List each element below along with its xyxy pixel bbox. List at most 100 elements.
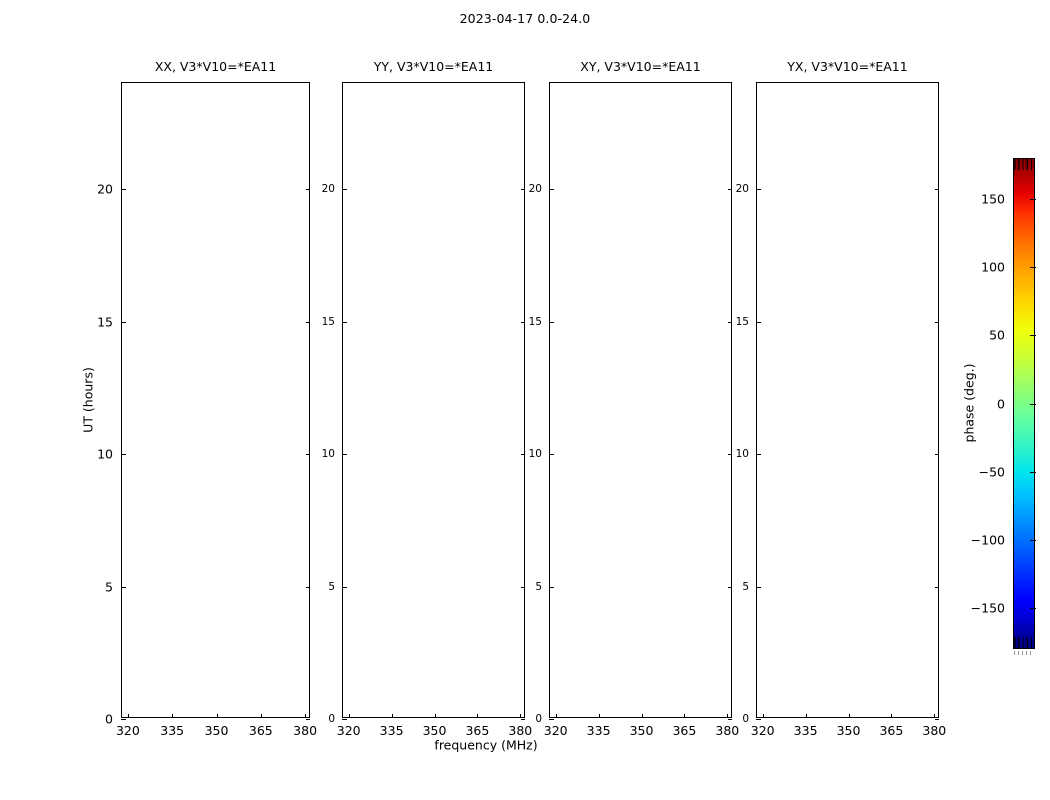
xtick-mark [598,714,600,718]
ytick-label: 20 [528,183,542,195]
xtick-label: 365 [248,723,273,738]
xtick-mark [891,714,893,718]
xtick-mark [127,714,129,718]
colorbar-tick-mark-inner [1029,267,1035,269]
xtick-label: 320 [750,723,775,738]
ytick-mark [756,454,761,455]
ytick-label: 10 [97,446,113,462]
ytick-mark [756,321,761,323]
ytick-mark [549,321,554,323]
xtick-mark [727,714,729,718]
xtick-label: 365 [672,723,697,738]
xtick-mark [762,714,764,718]
xtick-mark [172,714,174,718]
plot-panel-xx[interactable]: XX, V3*V10=*EA11 0 5 10 15 20 320 335 35… [97,59,317,738]
xtick-label: 335 [586,723,611,738]
xtick-mark [434,714,436,718]
ytick-mark [342,454,347,455]
ytick-mark [121,454,126,455]
ytick-label: 20 [321,183,335,195]
ytick-mark [549,719,554,720]
xtick-mark [391,714,393,718]
ytick-mark-right [520,321,525,323]
ytick-label: 15 [735,315,749,328]
ytick-mark-right [727,189,732,190]
ytick-label: 5 [328,580,335,593]
colorbar-tick-label: 50 [989,327,1005,343]
ytick-mark [342,321,347,323]
ytick-label: 5 [742,580,749,593]
xtick-mark [348,714,350,718]
ytick-mark-right [934,586,939,588]
ytick-mark-right [934,189,939,190]
ytick-mark-right [520,454,525,455]
colorbar-tick-mark-inner [1029,608,1035,610]
xtick-label: 365 [465,723,490,738]
colorbar[interactable]: 150 100 50 0 −50 −100 −150 [971,158,1036,649]
ytick-mark-right [727,454,732,455]
figure-suptitle: 2023-04-17 0.0-24.0 [459,11,591,26]
xtick-mark [805,714,807,718]
colorbar-tick-label: −100 [970,532,1005,548]
ytick-mark-right [520,586,525,588]
ytick-mark-right [727,586,732,588]
ytick-label: 20 [735,183,749,195]
ytick-mark [756,189,761,190]
colorbar-tick-label: −50 [978,464,1005,480]
xtick-label: 335 [160,723,185,738]
ytick-mark [756,586,761,588]
ytick-mark [342,189,347,190]
xtick-label: 320 [115,723,140,738]
xtick-label: 335 [379,723,404,738]
xtick-label: 380 [715,723,740,738]
xtick-mark [934,714,936,718]
panel-title-xy: XY, V3*V10=*EA11 [580,59,701,74]
ytick-mark [342,719,347,720]
colorbar-under-marks [1014,651,1034,655]
colorbar-tick-mark-inner [1029,471,1035,473]
ytick-mark [121,586,126,588]
xtick-label: 350 [629,723,654,738]
colorbar-label: phase (deg.) [961,363,977,443]
xtick-label: 380 [293,723,318,738]
ytick-mark-right [305,189,310,190]
ytick-mark [121,189,126,190]
y-axis-label: UT (hours) [80,367,96,433]
plot-panel-yy[interactable]: YY, V3*V10=*EA11 0 5 10 15 20 320 335 35… [322,59,533,738]
panel-title-xx: XX, V3*V10=*EA11 [154,59,277,74]
ytick-mark [549,454,554,455]
ytick-mark-right [934,719,939,720]
xtick-mark [555,714,557,718]
ytick-mark-right [727,719,732,720]
ytick-mark [549,586,554,588]
xtick-label: 380 [508,723,533,738]
colorbar-tick-mark-inner [1029,539,1035,541]
colorbar-tick-mark-inner [1029,198,1035,200]
ytick-label: 20 [97,181,113,197]
ytick-label: 0 [742,713,749,725]
xtick-mark [260,714,262,718]
colorbar-tick-label: 100 [981,259,1005,275]
xtick-label: 380 [922,723,947,738]
ytick-mark [549,189,554,190]
colorbar-tick-label: 150 [981,191,1005,207]
xtick-mark [520,714,522,718]
ytick-mark-right [727,321,732,323]
plot-panel-yx[interactable]: YX, V3*V10=*EA11 0 5 10 15 20 320 335 35… [736,59,947,738]
xtick-mark [216,714,218,718]
xtick-mark [477,714,479,718]
plot-panel-xy[interactable]: XY, V3*V10=*EA11 0 5 10 15 20 320 335 35… [529,59,740,738]
xtick-mark [848,714,850,718]
xtick-mark [305,714,307,718]
panel-title-yy: YY, V3*V10=*EA11 [373,59,494,74]
ytick-label: 10 [321,448,335,460]
xtick-label: 365 [879,723,904,738]
ytick-label: 0 [105,711,113,727]
ytick-label: 5 [535,580,542,593]
ytick-mark-right [520,189,525,190]
ytick-mark [121,719,126,720]
ytick-mark [121,321,126,323]
xtick-mark [684,714,686,718]
ytick-label: 15 [321,315,335,328]
